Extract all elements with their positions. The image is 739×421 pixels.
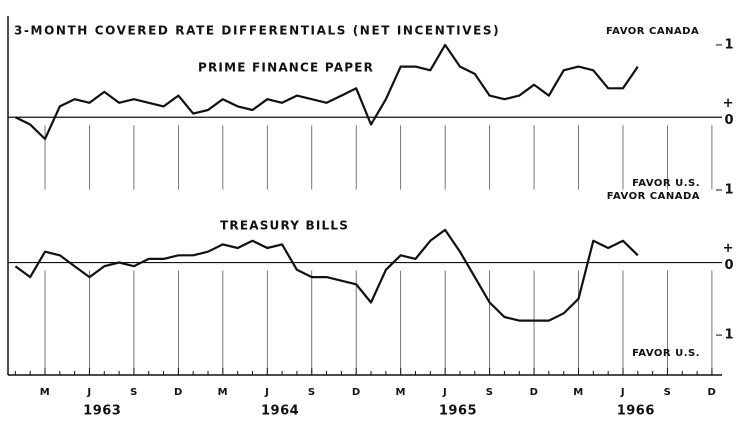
- chart-title: 3-MONTH COVERED RATE DIFFERENTIALS (NET …: [14, 24, 500, 38]
- x-tick-label: S: [486, 387, 494, 398]
- annotation: FAVOR CANADA: [606, 26, 699, 37]
- x-tick-label: J: [86, 387, 91, 398]
- x-tick-label: M: [218, 387, 228, 398]
- y-tick-label: 1: [724, 328, 734, 343]
- year-label: 1966: [617, 404, 655, 419]
- sign-label: +: [723, 96, 734, 111]
- y-tick-label: 0: [724, 113, 734, 128]
- x-tick-label: J: [264, 387, 269, 398]
- annotation: FAVOR U.S.: [632, 178, 700, 189]
- x-tick-label: J: [442, 387, 447, 398]
- x-tick-label: S: [130, 387, 138, 398]
- panel-label: TREASURY BILLS: [220, 219, 349, 233]
- x-tick-label: M: [395, 387, 405, 398]
- sign-label: +: [723, 241, 734, 256]
- panel-label: PRIME FINANCE PAPER: [198, 61, 374, 75]
- annotation: FAVOR CANADA: [607, 191, 700, 202]
- data-line: [14, 228, 639, 322]
- y-tick-label: 1: [724, 183, 734, 198]
- x-tick-label: S: [308, 387, 316, 398]
- annotation: FAVOR U.S.: [632, 348, 700, 359]
- x-tick-label: J: [620, 387, 625, 398]
- data-line: [14, 43, 639, 141]
- x-tick-label: D: [352, 387, 361, 398]
- x-tick-label: D: [707, 387, 716, 398]
- x-tick-label: S: [664, 387, 672, 398]
- x-tick-label: M: [40, 387, 50, 398]
- y-tick-label: 1: [724, 37, 734, 52]
- x-tick-label: M: [573, 387, 583, 398]
- x-tick-label: D: [174, 387, 183, 398]
- year-label: 1964: [261, 404, 299, 419]
- x-tick-label: D: [530, 387, 539, 398]
- y-tick-label: 0: [724, 258, 734, 273]
- year-label: 1965: [439, 404, 477, 419]
- year-label: 1963: [83, 404, 121, 419]
